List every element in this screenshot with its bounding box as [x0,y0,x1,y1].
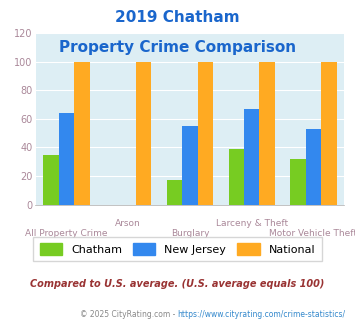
Bar [244,109,260,205]
Bar [59,113,74,205]
Bar [260,62,275,205]
Text: Larceny & Theft: Larceny & Theft [215,219,288,228]
Bar [229,149,244,205]
Text: 2019 Chatham: 2019 Chatham [115,10,240,25]
Bar [43,154,59,205]
Bar [290,159,306,205]
Bar [182,126,198,205]
Text: Arson: Arson [115,219,141,228]
Text: https://www.cityrating.com/crime-statistics/: https://www.cityrating.com/crime-statist… [178,310,346,319]
Bar [136,62,151,205]
Text: © 2025 CityRating.com -: © 2025 CityRating.com - [80,310,178,319]
Text: Compared to U.S. average. (U.S. average equals 100): Compared to U.S. average. (U.S. average … [30,279,325,289]
Bar [306,129,321,205]
Bar [321,62,337,205]
Text: Burglary: Burglary [171,229,209,238]
Text: Property Crime Comparison: Property Crime Comparison [59,40,296,54]
Bar [198,62,213,205]
Bar [167,180,182,205]
Text: Motor Vehicle Theft: Motor Vehicle Theft [269,229,355,238]
Bar [74,62,89,205]
Text: All Property Crime: All Property Crime [25,229,108,238]
Legend: Chatham, New Jersey, National: Chatham, New Jersey, National [33,237,322,261]
